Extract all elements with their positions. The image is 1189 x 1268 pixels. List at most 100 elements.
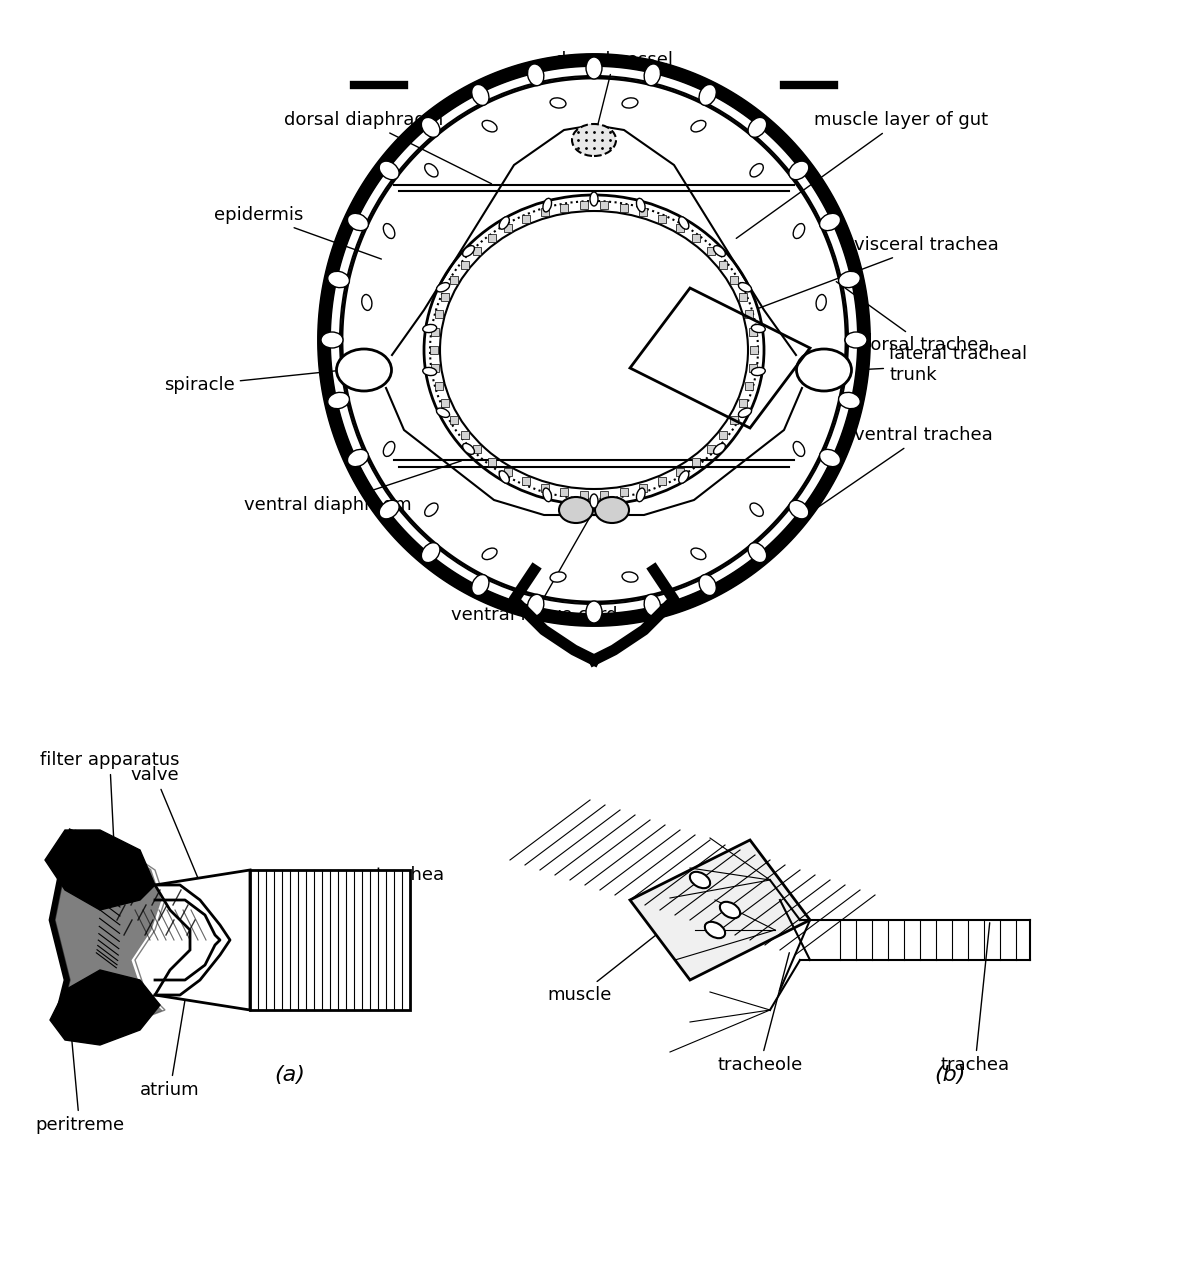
Bar	[719, 261, 728, 269]
Ellipse shape	[590, 191, 598, 205]
Bar	[730, 276, 738, 284]
Bar	[580, 202, 587, 209]
Bar	[522, 477, 530, 486]
Bar	[430, 346, 438, 354]
Ellipse shape	[586, 601, 602, 623]
Ellipse shape	[838, 271, 861, 288]
Ellipse shape	[383, 441, 395, 456]
Ellipse shape	[699, 574, 716, 596]
Bar	[460, 431, 468, 439]
Ellipse shape	[361, 369, 372, 385]
Bar	[619, 204, 628, 212]
Bar	[435, 382, 443, 391]
Ellipse shape	[751, 368, 766, 375]
Text: dorsal trachea: dorsal trachea	[836, 281, 989, 354]
Bar	[441, 293, 449, 301]
Bar	[473, 247, 482, 255]
Ellipse shape	[845, 332, 867, 347]
Bar	[750, 346, 759, 354]
Bar	[541, 208, 548, 216]
Bar	[441, 399, 449, 407]
Bar	[738, 399, 747, 407]
Bar	[580, 491, 587, 498]
Ellipse shape	[699, 85, 716, 105]
Polygon shape	[50, 970, 161, 1045]
Text: muscle: muscle	[548, 922, 673, 1004]
Bar	[473, 445, 482, 453]
Text: ventral nerve cord: ventral nerve cord	[451, 512, 617, 624]
Ellipse shape	[543, 488, 552, 502]
Ellipse shape	[819, 449, 841, 467]
Ellipse shape	[572, 124, 616, 156]
Ellipse shape	[424, 164, 438, 178]
Ellipse shape	[347, 449, 369, 467]
Polygon shape	[155, 870, 250, 1011]
Bar	[560, 204, 568, 212]
Ellipse shape	[323, 60, 864, 620]
Bar	[749, 364, 756, 373]
Text: valve: valve	[131, 766, 205, 893]
Polygon shape	[630, 839, 810, 980]
Bar	[738, 293, 747, 301]
Ellipse shape	[636, 488, 646, 502]
Text: (a): (a)	[275, 1065, 306, 1085]
Polygon shape	[45, 831, 155, 910]
Bar	[560, 488, 568, 497]
Ellipse shape	[751, 325, 766, 332]
Ellipse shape	[748, 543, 767, 563]
Ellipse shape	[551, 98, 566, 108]
Text: epidermis: epidermis	[214, 205, 382, 259]
Ellipse shape	[713, 246, 725, 256]
Ellipse shape	[622, 572, 638, 582]
Ellipse shape	[691, 120, 706, 132]
Ellipse shape	[528, 595, 543, 616]
Ellipse shape	[816, 369, 826, 385]
Text: ventral trachea: ventral trachea	[817, 426, 993, 508]
Ellipse shape	[424, 503, 438, 516]
Ellipse shape	[679, 470, 688, 483]
Text: spiracle: spiracle	[164, 370, 341, 394]
Ellipse shape	[819, 213, 841, 231]
Bar	[706, 445, 715, 453]
Text: visceral trachea: visceral trachea	[756, 236, 999, 309]
Ellipse shape	[528, 63, 543, 86]
Ellipse shape	[793, 441, 805, 456]
Ellipse shape	[499, 217, 509, 230]
Bar	[435, 309, 443, 318]
Bar	[706, 247, 715, 255]
Ellipse shape	[472, 574, 489, 596]
Bar	[719, 431, 728, 439]
Bar	[640, 208, 648, 216]
Ellipse shape	[644, 595, 660, 616]
Ellipse shape	[436, 408, 449, 417]
Ellipse shape	[797, 349, 851, 391]
Ellipse shape	[463, 246, 474, 256]
Ellipse shape	[690, 872, 710, 888]
Ellipse shape	[423, 325, 436, 332]
Ellipse shape	[691, 548, 706, 559]
Ellipse shape	[482, 120, 497, 132]
Bar	[487, 458, 496, 465]
Bar	[522, 214, 530, 223]
Bar	[504, 468, 512, 477]
Text: muscle layer of gut: muscle layer of gut	[736, 112, 988, 238]
Ellipse shape	[543, 198, 552, 212]
Ellipse shape	[838, 392, 861, 408]
Text: dorsal diaphragm: dorsal diaphragm	[284, 112, 491, 184]
Ellipse shape	[328, 392, 350, 408]
Ellipse shape	[816, 294, 826, 311]
Bar	[487, 235, 496, 242]
Bar	[432, 364, 439, 373]
Ellipse shape	[594, 497, 629, 522]
Ellipse shape	[586, 57, 602, 79]
Ellipse shape	[788, 501, 809, 519]
Ellipse shape	[440, 210, 748, 489]
Ellipse shape	[738, 408, 751, 417]
Bar	[675, 468, 684, 477]
Bar	[746, 382, 753, 391]
Ellipse shape	[644, 63, 660, 86]
Ellipse shape	[705, 922, 725, 938]
Ellipse shape	[472, 85, 489, 105]
Ellipse shape	[636, 198, 646, 212]
Ellipse shape	[713, 444, 725, 454]
